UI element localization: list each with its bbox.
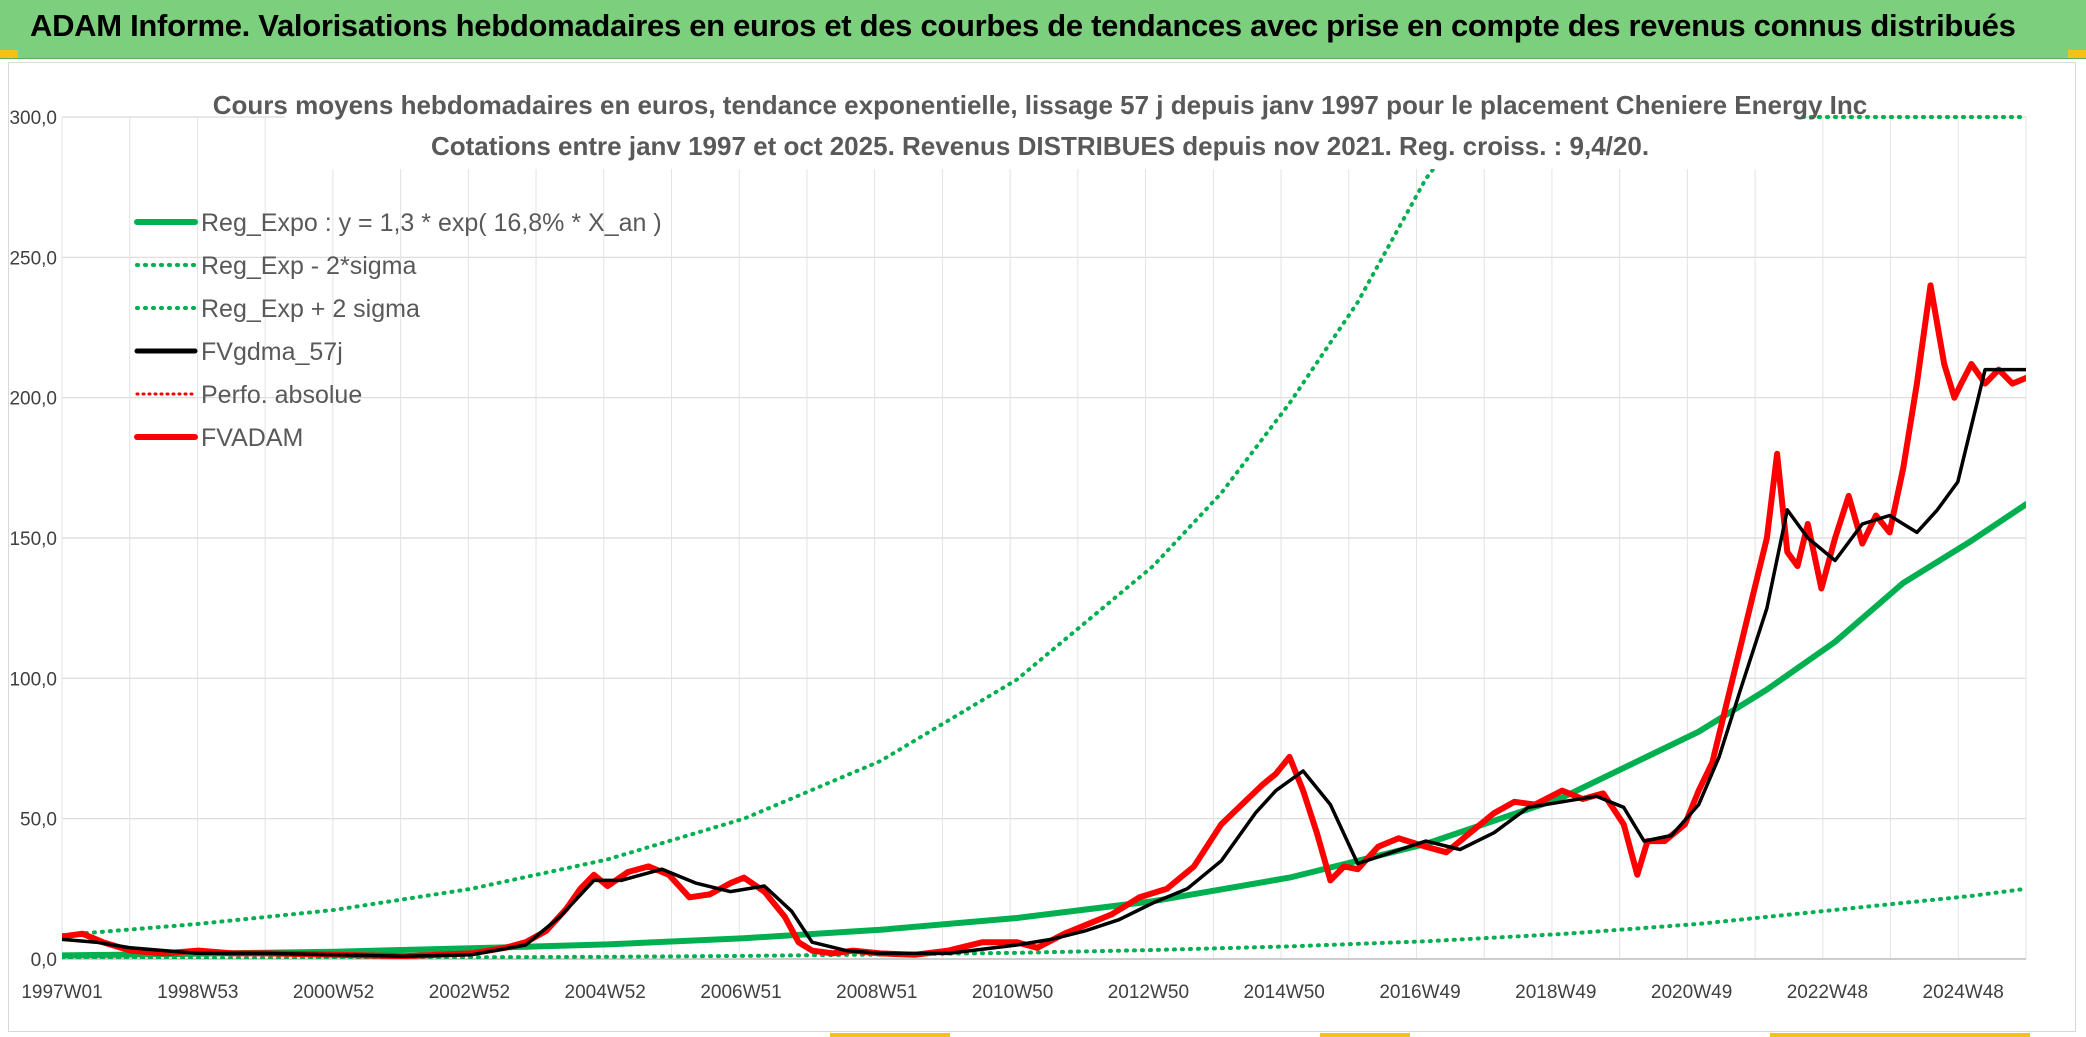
x-tick-label: 2024W48: [1923, 982, 2004, 1003]
y-tick-label: 300,0: [9, 108, 57, 129]
y-tick-label: 250,0: [9, 248, 57, 269]
title-background: [285, 85, 1797, 169]
report-title: ADAM Informe. Valorisations hebdomadaire…: [30, 8, 2016, 43]
x-tick-label: 2020W49: [1651, 982, 1732, 1003]
x-tick-label: 2008W51: [836, 982, 917, 1003]
series-line-2: [62, 886, 2026, 959]
chart-subtitle: Cotations entre janv 1997 et oct 2025. R…: [431, 131, 1649, 161]
chart-border: [8, 62, 2076, 1032]
series-line-1: [62, 501, 2026, 959]
y-tick-label: 150,0: [9, 529, 57, 550]
x-tick-label: 2012W50: [1108, 982, 1189, 1003]
bottom-accent-3: [1770, 1033, 2030, 1037]
report-header: ADAM Informe. Valorisations hebdomadaire…: [0, 0, 2086, 59]
corner-accent-right: [2068, 50, 2086, 58]
legend-label: FVADAM: [201, 424, 303, 452]
bottom-accent-1: [830, 1033, 950, 1037]
x-tick-label: 2014W50: [1244, 982, 1325, 1003]
x-tick-label: 2004W52: [565, 982, 646, 1003]
legend-label: Reg_Exp - 2*sigma: [201, 252, 416, 280]
y-tick-label: 0,0: [31, 950, 57, 971]
bottom-accent-2: [1320, 1033, 1410, 1037]
x-tick-label: 2010W50: [972, 982, 1053, 1003]
corner-accent-left: [0, 50, 18, 58]
series-line-3: [62, 117, 1476, 938]
x-tick-label: 2018W49: [1515, 982, 1596, 1003]
x-tick-label: 2022W48: [1787, 982, 1868, 1003]
x-tick-label: 1998W53: [157, 982, 238, 1003]
x-tick-label: 1997W01: [21, 982, 102, 1003]
x-tick-label: 2000W52: [293, 982, 374, 1003]
legend-label: FVgdma_57j: [201, 338, 343, 366]
x-tick-label: 2016W49: [1379, 982, 1460, 1003]
legend-label: Perfo. absolue: [201, 381, 362, 409]
y-tick-label: 50,0: [20, 810, 57, 831]
y-tick-label: 200,0: [9, 389, 57, 410]
series-line-4: [62, 367, 2026, 958]
y-tick-label: 100,0: [9, 669, 57, 690]
chart-title: Cours moyens hebdomadaires en euros, ten…: [213, 90, 1867, 120]
legend-label: Reg_Exp + 2 sigma: [201, 295, 420, 323]
x-tick-label: 2002W52: [429, 982, 510, 1003]
legend-label: Reg_Expo : y = 1,3 * exp( 16,8% * X_an ): [201, 209, 662, 237]
x-tick-label: 2006W51: [700, 982, 781, 1003]
